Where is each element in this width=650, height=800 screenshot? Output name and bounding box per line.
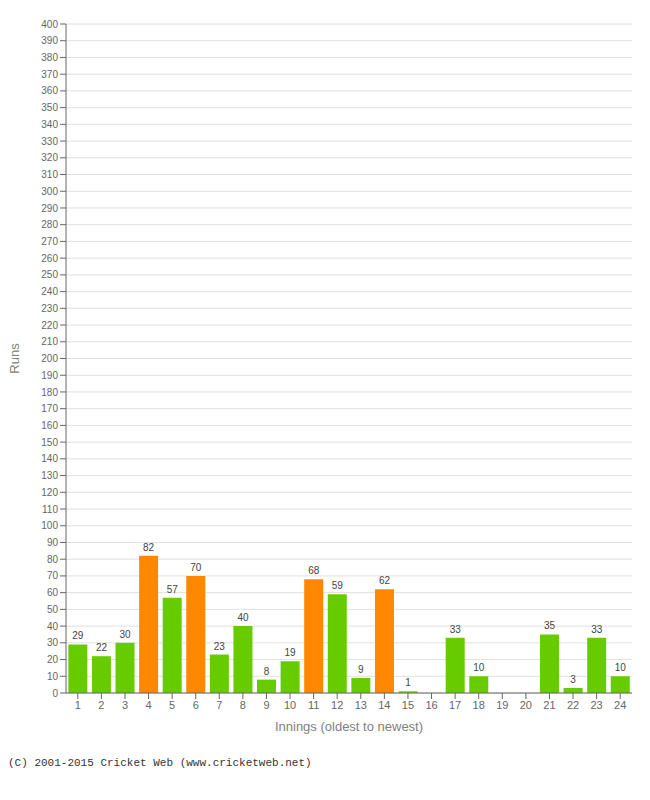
svg-text:370: 370 (41, 69, 58, 80)
svg-text:180: 180 (41, 387, 58, 398)
svg-text:30: 30 (119, 629, 131, 640)
svg-text:220: 220 (41, 320, 58, 331)
svg-text:16: 16 (425, 699, 437, 711)
svg-text:15: 15 (402, 699, 414, 711)
svg-text:210: 210 (41, 336, 58, 347)
svg-text:380: 380 (41, 52, 58, 63)
svg-text:Runs: Runs (8, 343, 22, 374)
svg-text:120: 120 (41, 487, 58, 498)
svg-text:70: 70 (47, 570, 59, 581)
svg-text:300: 300 (41, 186, 58, 197)
svg-text:35: 35 (544, 620, 556, 631)
svg-text:9: 9 (263, 699, 269, 711)
svg-text:350: 350 (41, 102, 58, 113)
svg-text:19: 19 (496, 699, 508, 711)
svg-text:82: 82 (143, 542, 155, 553)
svg-text:1: 1 (405, 677, 411, 688)
svg-text:3: 3 (570, 674, 576, 685)
svg-text:80: 80 (47, 554, 59, 565)
svg-text:57: 57 (167, 584, 179, 595)
svg-text:360: 360 (41, 85, 58, 96)
svg-text:190: 190 (41, 370, 58, 381)
svg-text:90: 90 (47, 537, 59, 548)
svg-text:40: 40 (237, 612, 249, 623)
svg-text:60: 60 (47, 587, 59, 598)
svg-text:130: 130 (41, 470, 58, 481)
svg-text:3: 3 (122, 699, 128, 711)
svg-text:7: 7 (216, 699, 222, 711)
html-text:(C) 2001-2015 Cricket Web (www: (C) 2001-2015 Cricket Web (www.cricketwe… (8, 757, 312, 769)
svg-text:10: 10 (473, 662, 485, 673)
svg-text:13: 13 (355, 699, 367, 711)
svg-text:320: 320 (41, 152, 58, 163)
svg-text:18: 18 (473, 699, 485, 711)
svg-text:14: 14 (378, 699, 390, 711)
svg-text:50: 50 (47, 604, 59, 615)
svg-text:400: 400 (41, 19, 58, 30)
svg-text:8: 8 (264, 666, 270, 677)
svg-text:280: 280 (41, 219, 58, 230)
svg-text:23: 23 (214, 641, 226, 652)
svg-text:21: 21 (543, 699, 555, 711)
svg-text:200: 200 (41, 353, 58, 364)
svg-text:59: 59 (332, 580, 344, 591)
svg-text:29: 29 (72, 630, 84, 641)
svg-text:230: 230 (41, 303, 58, 314)
svg-text:4: 4 (145, 699, 151, 711)
svg-text:Innings (oldest to newest): Innings (oldest to newest) (275, 719, 423, 734)
svg-text:290: 290 (41, 203, 58, 214)
svg-text:2: 2 (98, 699, 104, 711)
svg-text:270: 270 (41, 236, 58, 247)
svg-text:100: 100 (41, 520, 58, 531)
svg-text:1: 1 (75, 699, 81, 711)
svg-text:160: 160 (41, 420, 58, 431)
svg-text:12: 12 (331, 699, 343, 711)
svg-text:6: 6 (193, 699, 199, 711)
svg-text:390: 390 (41, 35, 58, 46)
svg-text:250: 250 (41, 269, 58, 280)
svg-text:20: 20 (47, 654, 59, 665)
svg-text:260: 260 (41, 253, 58, 264)
svg-text:19: 19 (285, 647, 297, 658)
svg-text:24: 24 (614, 699, 626, 711)
svg-text:68: 68 (308, 565, 320, 576)
svg-text:8: 8 (240, 699, 246, 711)
svg-text:340: 340 (41, 119, 58, 130)
svg-text:310: 310 (41, 169, 58, 180)
svg-text:10: 10 (47, 671, 59, 682)
svg-text:330: 330 (41, 136, 58, 147)
svg-text:22: 22 (96, 642, 108, 653)
svg-text:110: 110 (42, 504, 58, 515)
svg-text:17: 17 (449, 699, 461, 711)
svg-text:140: 140 (41, 453, 58, 464)
svg-text:0: 0 (52, 688, 58, 699)
svg-text:30: 30 (47, 637, 59, 648)
svg-text:5: 5 (169, 699, 175, 711)
svg-text:9: 9 (358, 664, 364, 675)
svg-text:40: 40 (47, 621, 59, 632)
svg-text:20: 20 (520, 699, 532, 711)
svg-text:10: 10 (615, 662, 627, 673)
svg-text:33: 33 (591, 624, 603, 635)
svg-text:11: 11 (308, 699, 319, 711)
svg-text:240: 240 (41, 286, 58, 297)
svg-text:70: 70 (190, 562, 202, 573)
svg-text:62: 62 (379, 575, 391, 586)
svg-text:33: 33 (450, 624, 462, 635)
svg-text:150: 150 (41, 437, 58, 448)
svg-text:10: 10 (284, 699, 296, 711)
svg-text:22: 22 (567, 699, 579, 711)
svg-text:23: 23 (591, 699, 603, 711)
svg-text:170: 170 (41, 403, 58, 414)
